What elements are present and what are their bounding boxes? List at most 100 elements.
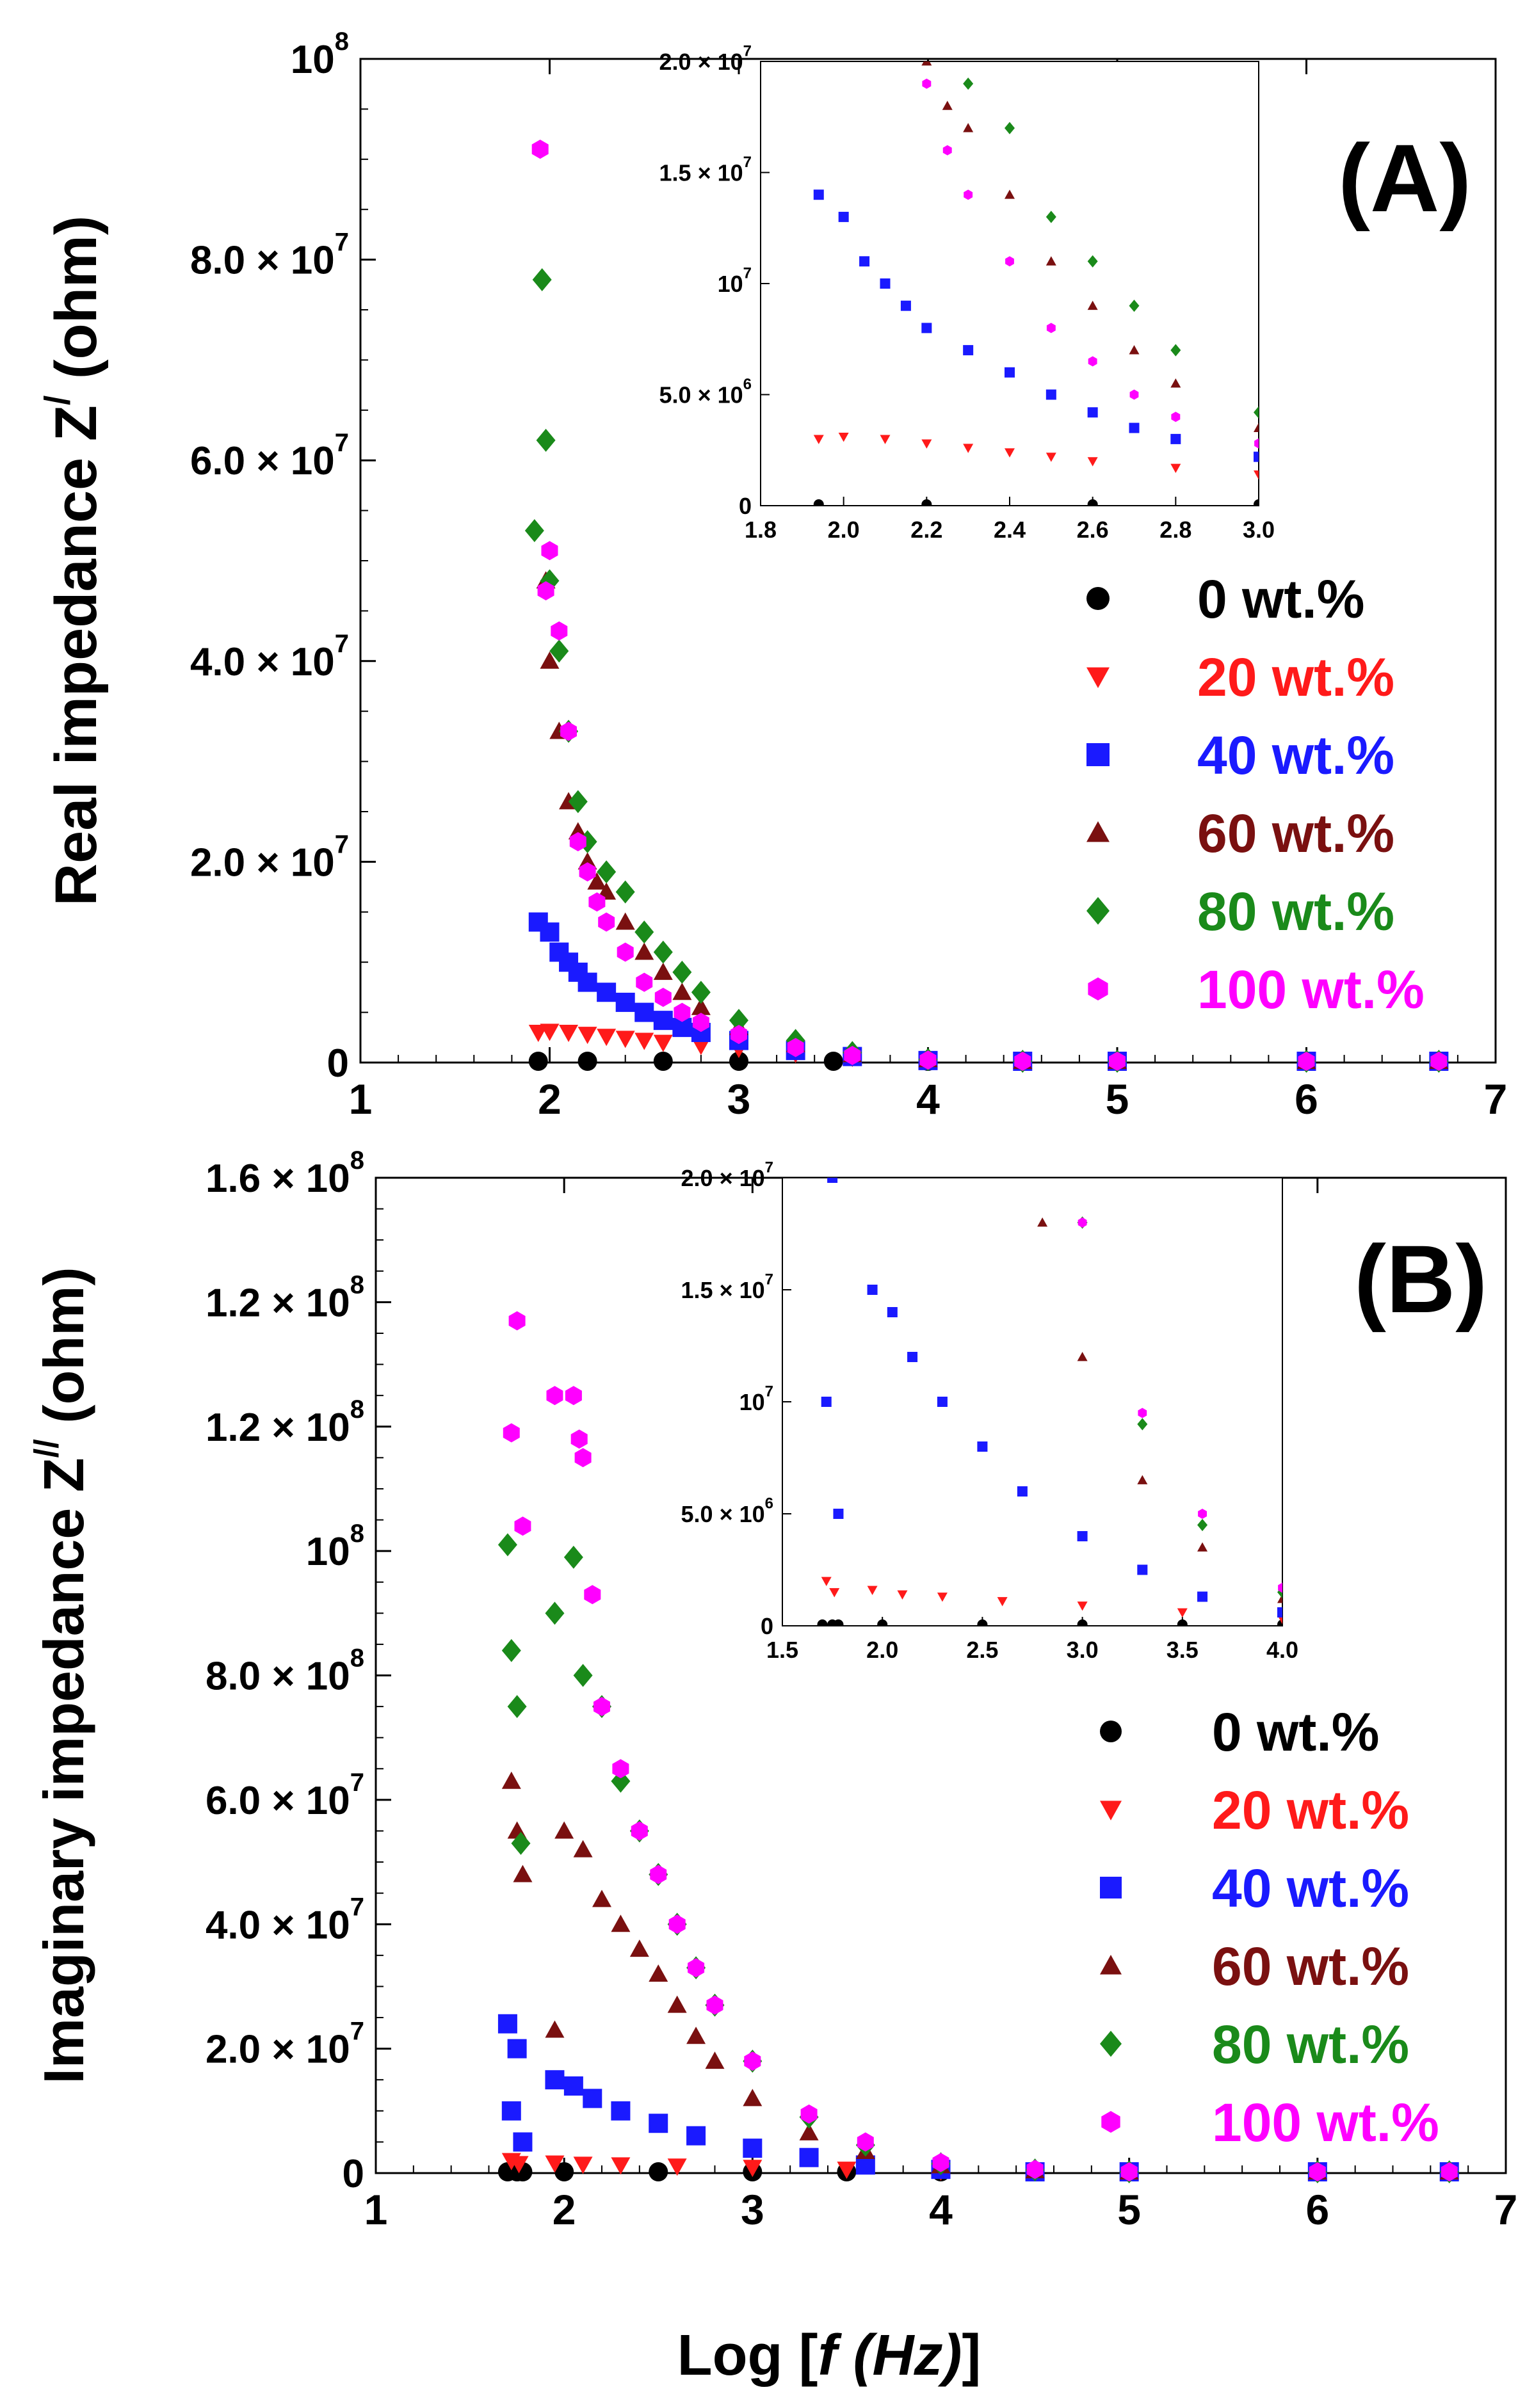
panel-a-inset-point-60-wt <box>1046 256 1056 266</box>
panel-b-point-60-wt <box>611 1914 631 1932</box>
panel-b-point-60-wt <box>743 2089 763 2107</box>
panel-a-point-80-wt <box>653 940 673 964</box>
panel-b-inset-y-tick-label: 5.0 × 106 <box>681 1495 773 1527</box>
panel-a-inset-point-60-wt <box>1087 300 1098 310</box>
panel-a-point-100-wt <box>1109 1052 1126 1071</box>
panel-a-inset-point-20-wt <box>880 435 891 444</box>
panel-a-inset-point-0-wt <box>1254 499 1259 506</box>
panel-b-point-100-wt <box>800 2104 818 2124</box>
panel-a-inset-point-60-wt <box>942 100 953 110</box>
panel-b-y-tick-label: 1.6 × 108 <box>206 1146 364 1201</box>
panel-a-point-80-wt <box>615 880 635 904</box>
panel-a-legend-marker-0-wt <box>1086 587 1110 610</box>
panel-a-point-100-wt <box>569 832 586 851</box>
panel-b-inset-point-0-wt <box>817 1619 828 1626</box>
panel-a-point-100-wt <box>654 988 672 1007</box>
panel-a-point-80-wt <box>634 920 654 944</box>
panel-b-legend-marker-80-wt <box>1100 2030 1122 2057</box>
panel-b-point-100-wt <box>1120 2162 1138 2181</box>
panel-a-point-100-wt <box>598 912 615 932</box>
panel-a-inset-point-0-wt <box>1087 499 1098 506</box>
panel-a-inset-point-20-wt <box>1170 463 1181 474</box>
panel-a-inset-frame <box>760 61 1259 506</box>
panel-b-inset-point-100-wt <box>1198 1509 1207 1519</box>
panel-a-inset-point-40-wt <box>1170 433 1181 444</box>
panel-b-point-40-wt <box>545 2070 565 2090</box>
panel-b-x-tick-label: 4 <box>929 2186 953 2233</box>
panel-b-point-60-wt <box>649 1964 668 1982</box>
panel-b-inset-point-20-wt <box>821 1577 832 1586</box>
panel-a-point-40-wt <box>634 1002 654 1022</box>
panel-b-point-20-wt <box>837 2162 857 2179</box>
panel-b-inset-point-20-wt <box>1077 1601 1088 1611</box>
panel-a-inset-y-tick-label: 107 <box>718 264 752 297</box>
panel-b-point-100-wt <box>744 2051 761 2071</box>
panel-a-inset-point-20-wt <box>1087 457 1098 467</box>
panel-b-inset-y-tick-label: 2.0 × 107 <box>681 1159 773 1191</box>
panel-a-inset-point-100-wt <box>922 78 932 89</box>
panel-b-legend-label-60-wt: 60 wt.% <box>1212 1936 1409 1996</box>
panel-a-point-100-wt <box>531 140 549 159</box>
panel-a-point-20-wt <box>577 1027 597 1045</box>
panel-a-point-100-wt <box>692 1013 709 1032</box>
panel-a-inset-point-40-wt <box>838 211 849 222</box>
panel-b-y-tick-label: 4.0 × 107 <box>206 1893 364 1947</box>
panel-a-point-100-wt <box>617 942 634 962</box>
panel-b-point-100-wt <box>1309 2162 1326 2181</box>
panel-a-point-20-wt <box>653 1034 673 1052</box>
panel-a-inset-x-tick-label: 2.4 <box>994 517 1026 543</box>
panel-b-legend-marker-0-wt <box>1100 1721 1122 1742</box>
panel-a-legend-marker-100-wt <box>1088 977 1108 1000</box>
panel-b-inset-point-40-wt <box>1077 1531 1088 1541</box>
panel-a-inset-point-60-wt <box>1254 422 1259 432</box>
panel-a-point-60-wt <box>587 872 607 890</box>
panel-b-point-80-wt <box>573 1664 593 1687</box>
panel-b-inset-x-tick-label: 1.5 <box>766 1637 798 1663</box>
panel-b-inset-point-40-wt <box>821 1397 832 1407</box>
panel-b-point-100-wt <box>668 1914 686 1934</box>
panel-a-inset-x-tick-label: 2.0 <box>828 517 860 543</box>
panel-a-inset-point-100-wt <box>964 189 973 200</box>
panel-a-point-80-wt <box>729 1009 748 1032</box>
panel-a-point-0-wt <box>577 1052 597 1071</box>
panel-b-point-40-wt <box>497 2014 517 2034</box>
panel-b-inset-point-0-wt <box>1177 1619 1188 1626</box>
panel-b: 1 2 3 4 5 6 7 0 2.0 × 107 4.0 × 107 6.0 × 107 8.0 ×… <box>28 1146 1517 2233</box>
panel-b-point-100-wt <box>565 1386 582 1406</box>
panel-a-point-100-wt <box>560 721 577 741</box>
panel-a-inset-point-100-wt <box>1254 438 1259 449</box>
panel-a-point-100-wt <box>588 892 606 912</box>
panel-b-point-100-wt <box>574 1448 592 1468</box>
panel-a-inset-point-40-wt <box>1129 422 1140 433</box>
panel-b-legend-marker-100-wt <box>1101 2111 1120 2133</box>
panel-a-inset-point-20-wt <box>838 433 849 442</box>
panel-a-inset-point-80-wt <box>1087 255 1098 268</box>
panel-a-inset-point-60-wt <box>1170 378 1181 388</box>
panel-b-point-20-wt <box>743 2160 763 2178</box>
panel-b-point-40-wt <box>501 2101 521 2121</box>
panel-b-x-tick-label: 1 <box>364 2186 388 2233</box>
panel-b-y-axis-label: Imaginary impedance Z// (ohm) <box>28 1267 95 2083</box>
panel-a-point-100-wt <box>1298 1052 1315 1071</box>
panel-a-point-0-wt <box>653 1052 673 1071</box>
panel-a-point-40-wt <box>540 922 560 942</box>
panel-a-legend-marker-60-wt <box>1086 821 1110 842</box>
panel-a-inset-point-40-wt <box>963 345 974 356</box>
panel-b-inset-x-tick-label: 4.0 <box>1266 1637 1298 1663</box>
panel-b-inset-point-40-wt <box>1277 1607 1282 1617</box>
panel-a-inset-point-40-wt <box>1005 367 1015 378</box>
panel-a-legend-label-40-wt: 40 wt.% <box>1197 725 1394 785</box>
panel-a-inset-point-20-wt <box>813 435 824 444</box>
panel-a-inset-point-60-wt <box>921 61 932 66</box>
panel-a-inset-y-tick-label: 1.5 × 107 <box>659 154 752 186</box>
panel-a-point-60-wt <box>691 997 711 1015</box>
panel-a-legend-marker-80-wt <box>1086 897 1110 925</box>
panel-a-inset-x-tick-label: 1.8 <box>745 517 777 543</box>
panel-b-point-100-wt <box>508 1311 526 1331</box>
panel-b-inset-point-100-wt <box>1078 1217 1087 1228</box>
panel-b-point-40-wt <box>743 2139 763 2158</box>
panel-a-point-100-wt <box>674 1002 691 1022</box>
panel-a-point-100-wt <box>844 1046 861 1065</box>
panel-b-inset-point-40-wt <box>907 1352 918 1362</box>
